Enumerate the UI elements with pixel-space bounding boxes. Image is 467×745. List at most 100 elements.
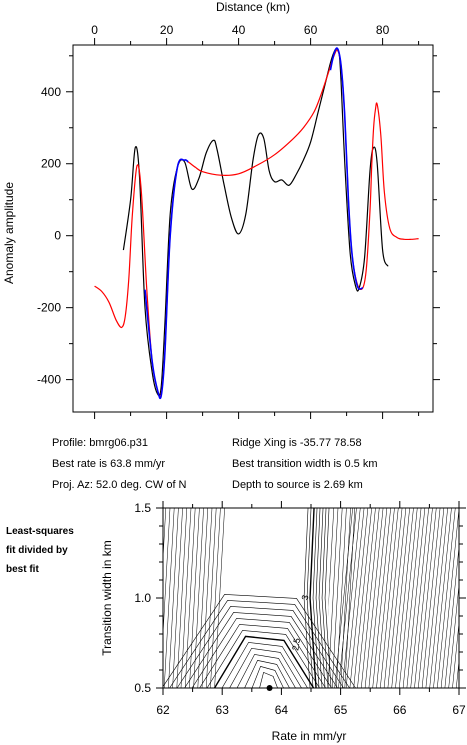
distance-axis-label: Distance (km) <box>216 0 290 14</box>
contour-line <box>391 508 410 688</box>
contour-line <box>163 508 175 688</box>
anomaly-profile-chart: Distance (km) Anomaly amplitude 0 20 40 60 8… <box>2 0 440 419</box>
fit-description-line: best fit <box>6 564 39 575</box>
contour-line <box>340 508 351 688</box>
contour-line <box>406 508 426 688</box>
contour-line <box>303 508 311 688</box>
y-tick-label: 400 <box>41 85 61 99</box>
contour-line <box>163 508 167 563</box>
contour-line <box>168 508 179 688</box>
source-depth-label: Depth to source is 2.69 km <box>232 479 363 491</box>
contour-line <box>184 508 196 688</box>
profile-label: Profile: bmrg06.p31 <box>52 437 148 449</box>
contour-value-label: 2.5 <box>290 637 302 651</box>
contour-line <box>118 508 128 688</box>
contour-line <box>213 635 315 688</box>
y-tick-label: 200 <box>41 157 61 171</box>
contour-lines: 32.5 <box>55 508 459 688</box>
contour-line <box>342 508 361 688</box>
series-group <box>94 47 419 400</box>
contour-line <box>76 508 86 688</box>
x-tick-label: 20 <box>160 23 174 37</box>
contour-line <box>197 508 209 688</box>
observed-anomaly-line <box>122 47 389 397</box>
contour-line <box>349 508 369 688</box>
contour-line <box>418 508 437 688</box>
contour-line <box>84 508 94 688</box>
contour-line <box>176 606 344 688</box>
contour-line <box>176 508 188 688</box>
contour-line <box>425 508 445 688</box>
contour-line <box>345 508 365 688</box>
contour-line <box>395 508 414 688</box>
ridge-crossing-label: Ridge Xing is -35.77 78.58 <box>232 437 362 449</box>
contour-line <box>163 508 171 639</box>
contour-line <box>163 594 356 688</box>
contour-line <box>331 508 343 688</box>
anomaly-axis-label: Anomaly amplitude <box>2 182 16 284</box>
contour-line <box>372 508 391 688</box>
contour-line <box>368 508 388 688</box>
contour-line <box>364 508 384 688</box>
contour-line <box>309 508 317 688</box>
contour-line <box>55 508 65 688</box>
contour-line <box>380 508 399 688</box>
contour-line <box>402 508 422 688</box>
contour-line <box>221 642 308 688</box>
contour-line <box>361 508 380 688</box>
contour-line <box>383 508 403 688</box>
contour-line <box>353 508 372 688</box>
contour-value-label: 3 <box>300 594 311 601</box>
y-tick-label: 0 <box>54 229 61 243</box>
rate-axis-label: Rate in mm/yr <box>272 729 347 743</box>
contour-line <box>344 508 356 688</box>
contour-line <box>214 508 225 688</box>
x-tick-label: 40 <box>232 23 246 37</box>
rate-tick-label: 62 <box>156 703 170 717</box>
contour-line <box>210 508 221 688</box>
contour-line <box>172 508 183 688</box>
contour-line <box>193 508 204 688</box>
contour-line <box>259 671 278 688</box>
contour-line <box>440 508 459 688</box>
x-tick-label: 0 <box>91 23 98 37</box>
fitted-segment-line <box>144 158 189 400</box>
fit-description-line: Least-squares <box>6 526 74 537</box>
contour-line <box>444 544 459 688</box>
fit-description-line: fit divided by <box>6 545 68 556</box>
contour-line <box>244 660 290 688</box>
best-rate-label: Best rate is 63.8 mm/yr <box>52 458 166 470</box>
contour-line <box>251 666 284 688</box>
contour-line <box>399 508 418 688</box>
contour-line <box>80 508 90 688</box>
contour-line <box>452 620 459 688</box>
fitted-segment-line <box>329 47 364 290</box>
plot-frame <box>72 44 434 413</box>
contour-line <box>306 508 314 688</box>
y-tick-label: -400 <box>37 373 61 387</box>
x-tick-label: 80 <box>376 23 390 37</box>
contour-line <box>59 508 69 688</box>
rate-tick-label: 63 <box>216 703 230 717</box>
best-fit-marker <box>266 685 273 691</box>
contour-line <box>191 618 332 688</box>
contour-line <box>206 630 320 688</box>
rate-tick-label: 67 <box>452 703 466 717</box>
contour-line <box>336 508 347 688</box>
contour-line <box>114 508 124 688</box>
contour-line <box>414 508 433 688</box>
x-tick-label: 60 <box>304 23 318 37</box>
contour-line <box>429 508 448 688</box>
contour-line <box>410 508 429 688</box>
contour-line <box>180 508 192 688</box>
contour-line <box>433 508 452 688</box>
contour-line <box>321 508 329 688</box>
contour-line <box>89 508 99 688</box>
y-tick-label: -200 <box>37 301 61 315</box>
rate-tick-label: 65 <box>334 703 348 717</box>
contour-line <box>229 648 302 688</box>
contour-line <box>376 508 395 688</box>
contour-line <box>201 508 213 688</box>
best-width-label: Best transition width is 0.5 km <box>232 458 378 470</box>
contour-line <box>421 508 441 688</box>
